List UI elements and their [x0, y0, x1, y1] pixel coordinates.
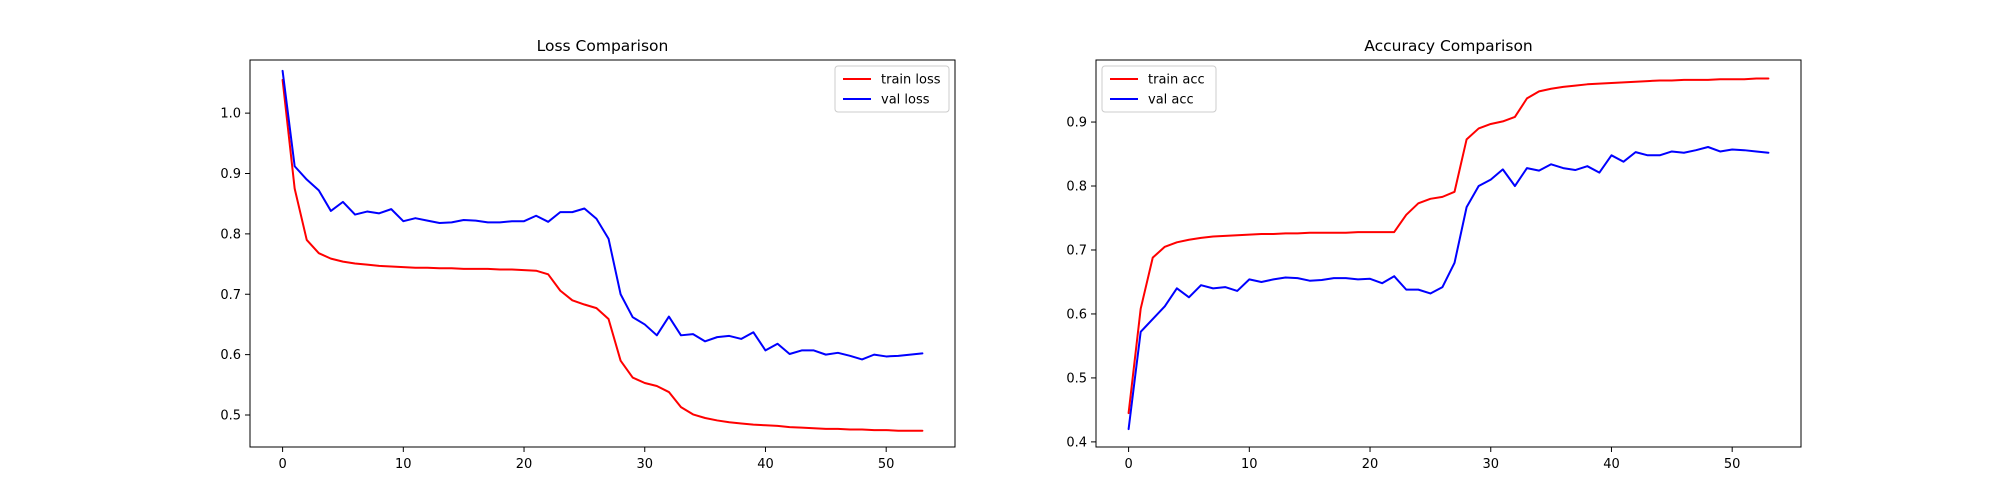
x-tick-label: 40 [1603, 457, 1620, 472]
legend-label: val acc [1148, 93, 1194, 108]
legend-box [834, 65, 950, 113]
x-tick-label: 10 [395, 457, 412, 472]
accuracy-chart-x-ticks: 0 10 20 30 40 50 [1124, 447, 1740, 472]
y-tick-label: 0.8 [220, 227, 241, 242]
legend-label: train acc [1148, 73, 1205, 88]
accuracy-chart-title: Accuracy Comparison [1364, 37, 1533, 55]
y-tick-label: 0.8 [1066, 180, 1087, 195]
x-tick-label: 30 [636, 457, 653, 472]
x-tick-label: 20 [516, 457, 533, 472]
legend-label: train loss [881, 73, 941, 88]
x-tick-label: 20 [1362, 457, 1379, 472]
loss-chart-train-loss-line [281, 78, 924, 432]
loss-chart-val-loss-line [281, 69, 924, 361]
y-tick-label: 0.7 [1066, 243, 1087, 258]
legend-label: val loss [881, 93, 930, 108]
x-tick-label: 50 [878, 457, 895, 472]
x-tick-label: 0 [278, 457, 286, 472]
y-tick-label: 1.0 [220, 107, 241, 122]
legend-box [1101, 65, 1217, 113]
accuracy-chart-axes-frame [1095, 59, 1802, 448]
y-tick-label: 0.9 [1066, 116, 1087, 131]
loss-chart-series [281, 69, 924, 432]
x-tick-label: 40 [757, 457, 774, 472]
x-tick-label: 0 [1124, 457, 1132, 472]
y-tick-label: 0.6 [1066, 307, 1087, 322]
loss-chart-title: Loss Comparison [537, 37, 669, 55]
accuracy-chart-legend: train acc val acc [1101, 65, 1217, 113]
y-tick-label: 0.9 [220, 167, 241, 182]
accuracy-chart: Accuracy Comparison 0 10 20 30 40 50 0.40.50.… [1066, 37, 1802, 472]
loss-chart: Loss Comparison 0 10 20 30 40 50 0.5 0.6 0.7 0.8… [220, 37, 956, 472]
x-tick-label: 10 [1241, 457, 1258, 472]
loss-chart-axes-frame [249, 59, 956, 448]
y-tick-label: 0.5 [1066, 371, 1087, 386]
loss-chart-x-ticks: 0 10 20 30 40 50 [278, 447, 894, 472]
y-tick-label: 0.5 [220, 409, 241, 424]
loss-chart-y-ticks: 0.5 0.6 0.7 0.8 0.9 1.0 [220, 107, 250, 424]
y-tick-label: 0.7 [220, 288, 241, 303]
accuracy-chart-series [1127, 77, 1770, 431]
loss-chart-legend: train loss val loss [834, 65, 950, 113]
x-tick-label: 50 [1724, 457, 1741, 472]
y-tick-label: 0.4 [1066, 435, 1087, 450]
accuracy-chart-train-acc-line [1127, 77, 1770, 415]
y-tick-label: 0.6 [220, 348, 241, 363]
accuracy-chart-y-ticks: 0.4 0.5 0.6 0.7 0.8 0.9 [1066, 116, 1096, 450]
x-tick-label: 30 [1482, 457, 1499, 472]
accuracy-chart-val-acc-line [1127, 146, 1770, 431]
